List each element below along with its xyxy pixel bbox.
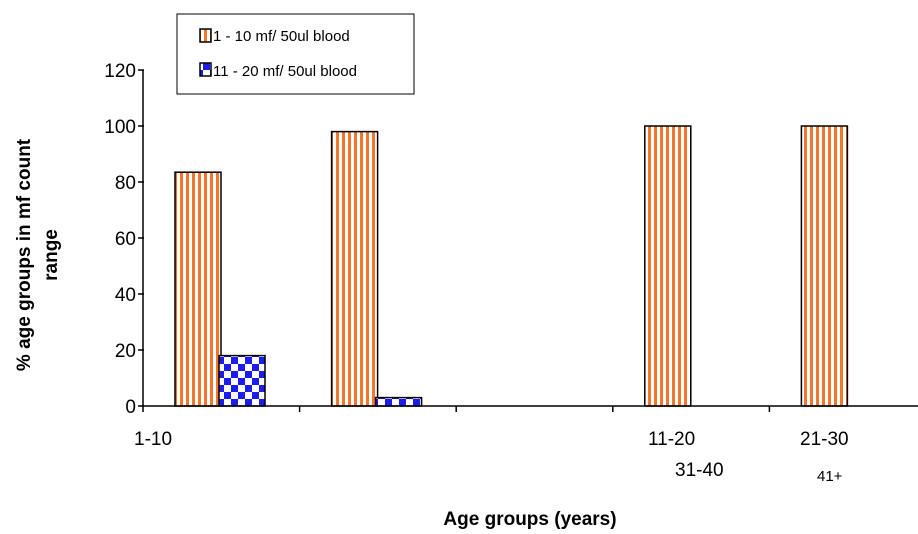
y-axis-title-line1: % age groups in mf count — [14, 138, 35, 371]
x-category-label-3: 21-30 — [800, 429, 849, 450]
bars-layer — [174, 125, 849, 407]
x-ticks — [142, 406, 771, 412]
y-tick-label: 80 — [115, 173, 136, 194]
x-category-label-5: 41+ — [817, 468, 843, 485]
bar-series-1-cat-2 — [330, 130, 379, 407]
y-tick-label: 20 — [115, 341, 136, 362]
y-tick-label: 100 — [104, 117, 136, 138]
bar-series-1-cat-4 — [644, 125, 692, 407]
legend-label-series-1: 1 - 10 mf/ 50ul blood — [213, 28, 350, 45]
y-tick-label: 60 — [115, 229, 136, 250]
legend-box — [176, 13, 415, 95]
x-axis-title: Age groups (years) — [443, 509, 616, 530]
x-category-label-4: 31-40 — [675, 460, 724, 481]
x-category-label-1: 1-10 — [134, 429, 172, 450]
legend: 1 - 10 mf/ 50ul blood 11 - 20 mf/ 50ul b… — [176, 13, 415, 95]
bar-series-2-cat-2 — [374, 396, 423, 407]
legend-swatch-series-1 — [199, 28, 212, 43]
legend-label-series-2: 11 - 20 mf/ 50ul blood — [213, 63, 357, 80]
bar-series-2-cat-1 — [218, 354, 266, 407]
x-category-label-2: 11-20 — [648, 429, 695, 450]
y-tick-label: 0 — [125, 397, 136, 418]
y-tick-label: 40 — [115, 285, 136, 306]
bar-series-1-cat-5 — [800, 125, 849, 407]
y-tick-label: 120 — [104, 61, 136, 82]
bar-series-1-cat-1 — [174, 171, 222, 407]
y-axis-title-line2: range — [41, 229, 62, 281]
legend-swatch-series-2 — [199, 62, 212, 77]
y-ticks: 0 20 40 60 80 100 120 — [104, 61, 144, 418]
